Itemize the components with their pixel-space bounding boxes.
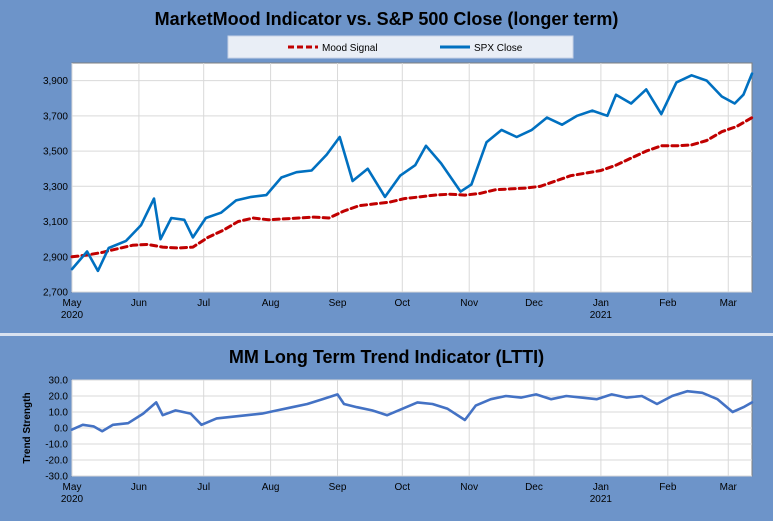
x-tick-label: Jul bbox=[197, 482, 210, 493]
legend: Mood Signal SPX Close bbox=[227, 35, 574, 59]
y-tick-label: 3,700 bbox=[43, 111, 68, 122]
x-tick-label: Jun bbox=[131, 298, 147, 309]
legend-mood-label: Mood Signal bbox=[322, 43, 378, 54]
x-year-label: 2021 bbox=[590, 310, 613, 321]
x-tick-label: Mar bbox=[720, 298, 738, 309]
x-tick-label: Aug bbox=[262, 298, 280, 309]
x-tick-label: Jul bbox=[197, 298, 210, 309]
x-tick-label: Dec bbox=[525, 482, 543, 493]
x-tick-label: Jun bbox=[131, 482, 147, 493]
x-tick-label: May bbox=[63, 482, 82, 493]
y-tick-label: 2,900 bbox=[43, 252, 68, 263]
x-tick-label: May bbox=[63, 298, 82, 309]
x-tick-label: Feb bbox=[659, 298, 677, 309]
y-axis-label: Trend Strength bbox=[22, 392, 33, 463]
top-chart-title: MarketMood Indicator vs. S&P 500 Close (… bbox=[154, 9, 619, 29]
x-tick-label: Dec bbox=[525, 298, 543, 309]
y-tick-label: 30.0 bbox=[49, 376, 69, 387]
x-tick-label: Jan bbox=[593, 298, 609, 309]
x-tick-label: Feb bbox=[659, 482, 677, 493]
x-tick-label: Nov bbox=[460, 482, 478, 493]
x-tick-label: Aug bbox=[262, 482, 280, 493]
x-tick-label: Mar bbox=[720, 482, 738, 493]
y-tick-label: -30.0 bbox=[45, 472, 68, 483]
bottom-chart-title: MM Long Term Trend Indicator (LTTI) bbox=[228, 347, 545, 367]
bottom-plot: -30.0 -20.0 -10.0 0.0 10.0 20.0 30.0 May Jun Jul A… bbox=[22, 376, 754, 505]
y-tick-label: -20.0 bbox=[45, 456, 68, 467]
top-plot: 2,700 2,900 3,100 3,300 3,500 3,700 3,900 May Ju… bbox=[43, 62, 754, 321]
y-tick-label: 2,700 bbox=[43, 288, 68, 299]
y-tick-label: 3,300 bbox=[43, 182, 68, 193]
y-tick-label: 3,100 bbox=[43, 217, 68, 228]
series-line-mood-signal bbox=[70, 116, 754, 259]
panel-divider bbox=[0, 333, 773, 336]
y-tick-label: 20.0 bbox=[49, 392, 69, 403]
y-tick-label: 0.0 bbox=[54, 424, 68, 435]
x-year-label: 2020 bbox=[61, 494, 84, 505]
x-tick-label: Oct bbox=[395, 482, 411, 493]
x-tick-label: Nov bbox=[460, 298, 478, 309]
y-tick-label: -10.0 bbox=[45, 440, 68, 451]
legend-spx-label: SPX Close bbox=[474, 43, 523, 54]
x-tick-label: Sep bbox=[329, 298, 347, 309]
x-tick-label: Jan bbox=[593, 482, 609, 493]
y-tick-label: 3,500 bbox=[43, 147, 68, 158]
y-tick-label: 10.0 bbox=[49, 408, 69, 419]
y-tick-label: 3,900 bbox=[43, 76, 68, 87]
series-line-spx-close bbox=[70, 72, 754, 273]
x-year-label: 2021 bbox=[590, 494, 613, 505]
x-year-label: 2020 bbox=[61, 310, 84, 321]
x-tick-label: Oct bbox=[395, 298, 411, 309]
legend-box bbox=[227, 35, 574, 59]
x-tick-label: Sep bbox=[329, 482, 347, 493]
series-line-ltti bbox=[70, 389, 754, 433]
